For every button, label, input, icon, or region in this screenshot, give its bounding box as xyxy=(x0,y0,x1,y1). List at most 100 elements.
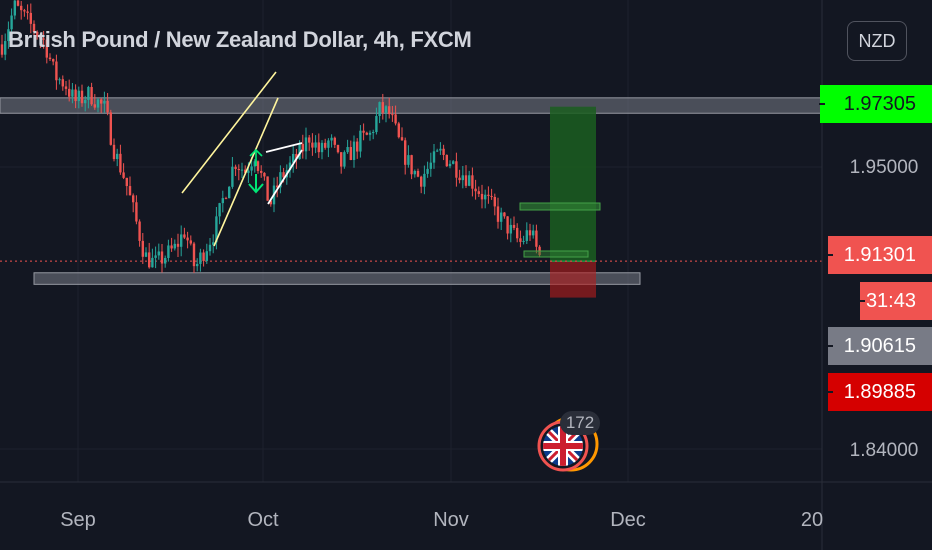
candle-body xyxy=(490,195,493,197)
candlesticks xyxy=(0,0,541,273)
candle-body xyxy=(138,221,141,241)
time-tick-label: Dec xyxy=(610,509,646,531)
candle-body xyxy=(112,144,116,160)
candle-body xyxy=(368,132,372,135)
candle-body xyxy=(535,230,538,247)
up-arrow-icon xyxy=(249,148,263,166)
candle-body xyxy=(311,142,314,148)
currency-button[interactable]: NZD xyxy=(847,21,907,61)
candle-body xyxy=(148,252,151,268)
candle-body xyxy=(196,263,199,267)
price-badge-stop: 1.89885 xyxy=(827,373,932,411)
candle-body xyxy=(397,123,400,138)
candle-body xyxy=(240,169,244,171)
badge-tick-mark xyxy=(827,345,833,347)
candle-body xyxy=(173,243,176,249)
candle-body xyxy=(528,230,532,236)
candle-body xyxy=(71,89,74,97)
candle-body xyxy=(218,203,221,217)
candle-body xyxy=(180,234,183,247)
candle-body xyxy=(237,169,240,171)
price-badge-upper-zone: 1.97305 xyxy=(819,85,932,123)
symbol-title: British Pound / New Zealand Dollar, 4h, … xyxy=(8,27,472,52)
candle-body xyxy=(301,143,304,152)
candle-body xyxy=(0,44,4,55)
candle-body xyxy=(375,115,378,133)
candle-body xyxy=(496,206,500,222)
badge-tick-mark xyxy=(819,103,825,105)
candle-body xyxy=(436,150,439,152)
candle-body xyxy=(212,242,215,245)
candle-body xyxy=(39,36,42,39)
candle-body xyxy=(256,161,260,171)
candle-body xyxy=(61,79,64,87)
candle-body xyxy=(516,227,519,239)
upper-resistance-zone xyxy=(0,97,823,114)
candle-body xyxy=(394,114,397,124)
candle-body xyxy=(487,194,490,196)
candle-body xyxy=(519,238,522,242)
candle-body xyxy=(372,132,375,134)
candle-body xyxy=(448,163,452,167)
candle-body xyxy=(503,212,506,217)
candle-body xyxy=(244,169,247,173)
candle-body xyxy=(343,152,346,167)
price-badge-lower-zone: 1.90615 xyxy=(827,327,932,365)
candle-body xyxy=(292,153,295,163)
candle-body xyxy=(506,216,509,234)
candle-body xyxy=(132,195,135,203)
candle-body xyxy=(484,194,487,200)
candle-body xyxy=(74,89,77,102)
candle-body xyxy=(464,175,468,186)
candle-body xyxy=(512,224,516,228)
candle-body xyxy=(205,251,208,261)
candle-body xyxy=(423,173,426,187)
candle-body xyxy=(77,90,80,102)
candle-body xyxy=(122,172,125,178)
price-badge-countdown: 31:43 xyxy=(859,282,932,320)
candle-body xyxy=(7,29,10,42)
candle-body xyxy=(119,153,122,173)
candle-body xyxy=(439,148,442,151)
candle-body xyxy=(314,142,317,148)
candle-body xyxy=(208,244,212,252)
candle-body xyxy=(378,102,381,116)
candle-body xyxy=(480,193,484,200)
candle-body xyxy=(532,230,535,236)
trend-drawings xyxy=(181,71,601,258)
candle-body xyxy=(420,176,423,187)
candle-body xyxy=(276,185,279,188)
candle-body xyxy=(26,11,29,13)
candle-body xyxy=(416,170,420,177)
candle-body xyxy=(445,154,448,167)
candle-body xyxy=(221,198,224,204)
candle-body xyxy=(45,39,48,58)
candle-body xyxy=(228,186,231,199)
time-tick-label: Oct xyxy=(247,509,279,531)
candle-body xyxy=(365,132,368,135)
price-tick-label: 1.84000 xyxy=(850,440,919,461)
candle-body xyxy=(295,153,298,160)
candle-body xyxy=(327,140,330,148)
candle-body xyxy=(10,15,13,30)
candle-body xyxy=(80,90,84,104)
candle-body xyxy=(157,251,160,256)
candle-body xyxy=(410,155,413,175)
candle-body xyxy=(160,251,164,264)
candle-body xyxy=(525,230,528,241)
candle-body xyxy=(90,87,93,105)
badge-tick-mark xyxy=(827,391,833,393)
candle-body xyxy=(308,137,311,143)
candle-body xyxy=(224,198,228,200)
candle-body xyxy=(29,12,32,24)
candle-body xyxy=(413,170,416,175)
candle-body xyxy=(23,10,26,12)
candle-body xyxy=(253,161,256,167)
candle-body xyxy=(52,59,55,62)
candle-body xyxy=(189,240,192,244)
candle-body xyxy=(404,140,407,165)
event-count-badge: 172 xyxy=(560,411,600,435)
